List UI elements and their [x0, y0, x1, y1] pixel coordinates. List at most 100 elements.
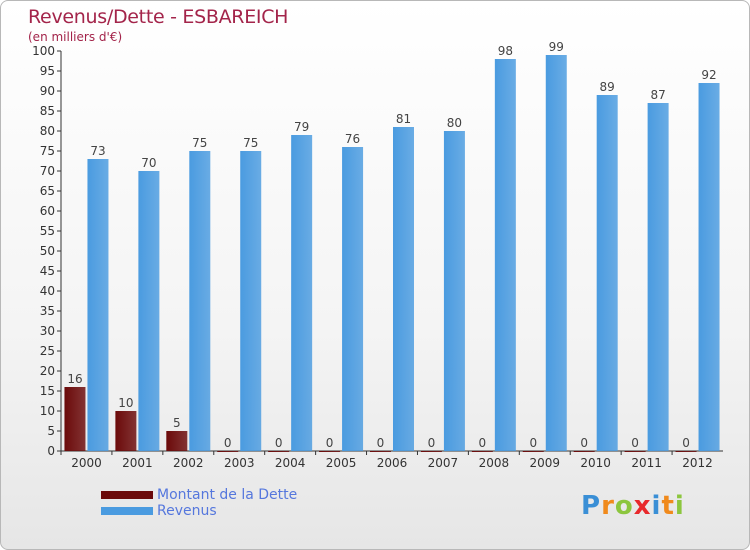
x-tick-label: 2002 — [173, 456, 204, 470]
legend-swatch-dette — [101, 491, 153, 499]
y-tick-label: 0 — [47, 444, 55, 458]
x-tick-label: 2000 — [71, 456, 102, 470]
revenus-value-label: 75 — [192, 136, 207, 150]
revenus-bar — [189, 151, 211, 451]
dette-value-label: 0 — [224, 436, 232, 450]
legend-swatch-revenus — [101, 507, 153, 515]
x-tick-label: 2007 — [428, 456, 459, 470]
revenus-value-label: 75 — [243, 136, 258, 150]
y-tick-label: 50 — [40, 244, 55, 258]
y-tick-label: 80 — [40, 124, 55, 138]
y-tick-label: 15 — [40, 384, 55, 398]
y-tick-label: 75 — [40, 144, 55, 158]
dette-bar — [319, 451, 341, 452]
dette-bar — [217, 451, 239, 452]
y-tick-label: 70 — [40, 164, 55, 178]
revenus-bar — [138, 171, 160, 451]
logo-letter: P — [581, 491, 602, 521]
revenus-value-label: 79 — [294, 120, 309, 134]
revenus-bar — [291, 135, 313, 451]
logo-letter: i — [651, 491, 662, 521]
dette-value-label: 0 — [275, 436, 283, 450]
dette-value-label: 10 — [118, 396, 133, 410]
y-tick-label: 95 — [40, 64, 55, 78]
logo-letter: x — [633, 491, 652, 521]
dette-value-label: 16 — [67, 372, 82, 386]
dette-value-label: 0 — [580, 436, 588, 450]
dette-bar — [675, 451, 697, 452]
dette-value-label: 0 — [428, 436, 436, 450]
logo-letter: t — [661, 491, 675, 521]
revenus-value-label: 70 — [141, 156, 156, 170]
revenus-bar — [342, 147, 364, 451]
y-tick-label: 5 — [47, 424, 55, 438]
dette-bar — [115, 411, 137, 451]
x-tick-label: 2008 — [479, 456, 510, 470]
proxiti-logo: Proxiti — [581, 491, 685, 521]
dette-value-label: 0 — [631, 436, 639, 450]
dette-value-label: 0 — [529, 436, 537, 450]
x-tick-label: 2006 — [377, 456, 408, 470]
dette-bar — [370, 451, 391, 452]
revenus-value-label: 76 — [345, 132, 360, 146]
revenus-value-label: 80 — [447, 116, 462, 130]
y-tick-label: 40 — [40, 284, 55, 298]
y-tick-label: 100 — [32, 44, 55, 58]
y-tick-label: 90 — [40, 84, 55, 98]
dette-bar — [573, 451, 595, 452]
revenus-value-label: 99 — [549, 40, 564, 54]
revenus-value-label: 98 — [498, 44, 513, 58]
x-tick-label: 2011 — [631, 456, 662, 470]
revenus-bar — [87, 159, 109, 451]
x-tick-label: 2001 — [122, 456, 153, 470]
revenus-value-label: 81 — [396, 112, 411, 126]
revenus-bar — [240, 151, 262, 451]
legend-label-revenus: Revenus — [157, 503, 217, 519]
dette-bar — [624, 451, 646, 452]
x-tick-label: 2004 — [275, 456, 306, 470]
y-tick-label: 65 — [40, 184, 55, 198]
dette-bar — [420, 451, 442, 452]
logo-letter: r — [601, 491, 615, 521]
dette-value-label: 0 — [377, 436, 385, 450]
y-tick-label: 85 — [40, 104, 55, 118]
revenus-bar — [596, 95, 618, 451]
revenus-bar — [393, 127, 414, 451]
revenus-bar — [647, 103, 669, 451]
x-tick-label: 2009 — [529, 456, 560, 470]
y-tick-label: 55 — [40, 224, 55, 238]
dette-bar — [471, 451, 493, 452]
dette-bar — [522, 451, 544, 452]
y-tick-label: 20 — [40, 364, 55, 378]
y-tick-label: 10 — [40, 404, 55, 418]
x-tick-label: 2005 — [326, 456, 357, 470]
y-tick-label: 45 — [40, 264, 55, 278]
chart-subtitle: (en milliers d'€) — [28, 30, 123, 44]
dette-bar — [166, 431, 188, 451]
x-tick-label: 2003 — [224, 456, 255, 470]
logo-letter: o — [614, 491, 634, 521]
x-tick-label: 2012 — [682, 456, 713, 470]
y-tick-label: 30 — [40, 324, 55, 338]
dette-value-label: 0 — [479, 436, 487, 450]
revenus-value-label: 89 — [600, 80, 615, 94]
dette-value-label: 0 — [682, 436, 690, 450]
dette-bar — [64, 387, 86, 451]
revenus-value-label: 92 — [701, 68, 716, 82]
y-tick-label: 35 — [40, 304, 55, 318]
revenus-value-label: 87 — [650, 88, 665, 102]
dette-bar — [268, 451, 290, 452]
y-tick-label: 25 — [40, 344, 55, 358]
logo-letter: i — [674, 491, 685, 521]
revenus-bar — [545, 55, 567, 451]
revenus-bar — [698, 83, 720, 451]
x-tick-label: 2010 — [580, 456, 611, 470]
dette-value-label: 5 — [173, 416, 181, 430]
legend-label-dette: Montant de la Dette — [157, 487, 298, 503]
revenus-value-label: 73 — [90, 144, 105, 158]
revenus-bar — [494, 59, 516, 451]
chart-title: Revenus/Dette - ESBAREICH — [28, 6, 289, 28]
y-tick-label: 60 — [40, 204, 55, 218]
